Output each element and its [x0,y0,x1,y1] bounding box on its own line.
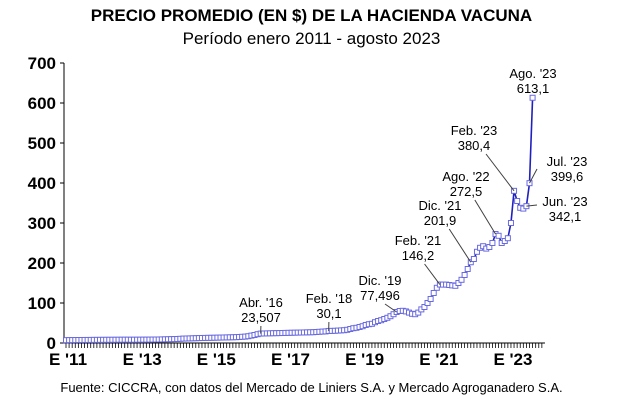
x-tick-label: E '17 [271,350,310,369]
data-point [455,280,462,286]
annotation-leader [474,199,496,235]
annotation-label: Dic. '19 [359,273,402,288]
data-point [421,304,428,310]
x-tick-label: E '19 [345,350,384,369]
annotation-value: 399,6 [551,169,584,184]
y-tick-label: 500 [28,134,56,153]
x-tick-label: E '15 [197,350,236,369]
data-point [427,296,434,302]
annotation-leader [485,153,515,192]
chart-title: PRECIO PROMEDIO (EN $) DE LA HACIENDA VA… [90,6,533,25]
x-tick-label: E '13 [123,350,162,369]
annotation-label: Abr. '16 [239,295,283,310]
annotation-value: 272,5 [450,184,483,199]
data-point [461,272,468,278]
annotation-leader [424,263,441,285]
data-point [486,244,493,250]
annotation-label: Feb. '23 [451,123,498,138]
data-point [430,290,437,296]
annotation-leader [448,228,472,263]
y-tick-label: 300 [28,214,56,233]
y-tick-label: 100 [28,294,56,313]
annotation-label: Jun. '23 [542,194,587,209]
data-point [433,284,440,291]
annotation-value: 146,2 [402,248,435,263]
annotation-label: Dic. '21 [419,198,462,213]
data-point [514,198,521,204]
annotation-leader [384,303,397,313]
annotation-leader [526,204,538,207]
annotation-value: 30,1 [316,306,341,321]
data-point [458,276,465,283]
x-tick-label: E '11 [49,350,87,369]
data-point [415,309,422,316]
annotation-label: Ago. '22 [442,169,489,184]
data-point [529,94,536,101]
chart-subtitle: Período enero 2011 - agosto 2023 [182,29,441,48]
y-tick-label: 0 [47,334,56,353]
data-point [424,300,431,306]
annotation-label: Feb. '18 [306,291,353,306]
data-point [495,232,502,239]
data-point [473,248,480,255]
annotation-value: 342,1 [549,209,582,224]
annotation-label: Jul. '23 [547,154,588,169]
y-tick-label: 700 [28,54,56,73]
annotation-label: Ago. '23 [509,66,556,81]
y-tick-label: 200 [28,254,56,273]
data-point [507,220,514,226]
annotation-value: 380,4 [458,138,491,153]
annotation-leader [529,168,538,184]
y-tick-label: 600 [28,94,56,113]
annotation-value: 613,1 [517,81,550,96]
data-point [489,240,496,246]
x-tick-label: E '21 [419,350,458,369]
annotation-value: 201,9 [424,213,457,228]
data-point [504,235,511,242]
x-tick-label: E '23 [493,350,532,369]
data-point [464,266,471,272]
y-tick-label: 400 [28,174,56,193]
annotation-value: 23,507 [241,310,281,325]
data-point [470,256,477,262]
annotation-value: 77,496 [360,288,400,303]
chart-source: Fuente: CICCRA, con datos del Mercado de… [60,380,563,395]
annotation-label: Feb. '21 [395,233,442,248]
